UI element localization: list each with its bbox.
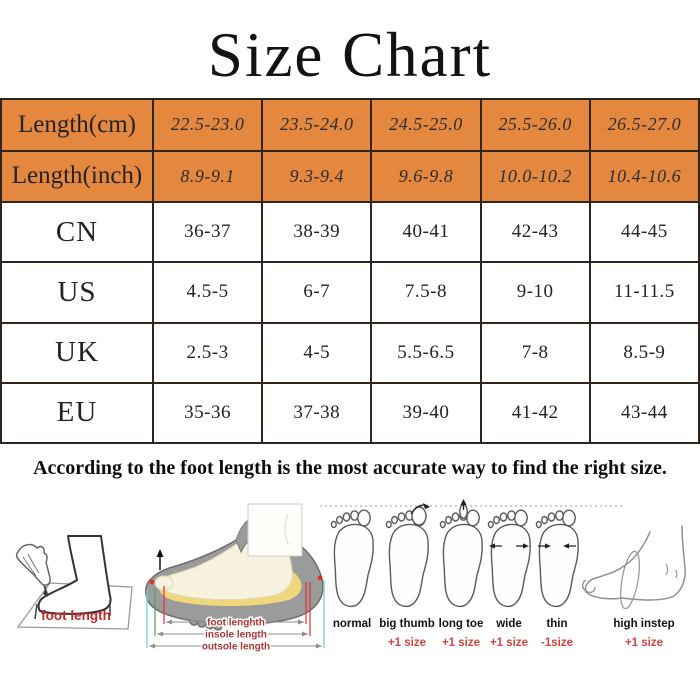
foot-wide-icon [487, 509, 531, 608]
size-cell: 41-42 [479, 381, 591, 445]
size-cell: 10.4-10.6 [588, 149, 700, 204]
size-cell: 9-10 [479, 261, 591, 324]
size-cell: 35-36 [151, 381, 264, 445]
foot-type-label: wide [495, 618, 522, 630]
leg-box [247, 503, 303, 557]
shoe-insole-length-label: insole length [205, 630, 267, 641]
size-cell: 38-39 [261, 201, 373, 264]
foot-type-label: long toe [439, 618, 484, 630]
size-cell: 4.5-5 [151, 261, 264, 324]
foot-long-toe-icon [439, 499, 483, 608]
size-cell: 44-45 [588, 201, 700, 264]
size-cell: 2.5-3 [151, 321, 264, 384]
foot-type-label: thin [546, 618, 567, 630]
size-cell: 9.3-9.4 [261, 149, 373, 204]
foot-thin-icon [535, 509, 579, 608]
size-cell: 7.5-8 [370, 261, 482, 324]
row-label: UK [0, 321, 154, 384]
row-label: Length(cm) [0, 98, 154, 152]
cyan-guides [146, 580, 325, 648]
table-row-length-cm: Length(cm) 22.5-23.0 23.5-24.0 24.5-25.0… [0, 98, 700, 152]
size-cell: 8.9-9.1 [151, 149, 264, 204]
instep-tape-loop [619, 550, 641, 610]
foot-outline [37, 535, 112, 615]
size-cell: 4-5 [261, 321, 373, 384]
size-cell: 25.5-26.0 [479, 98, 591, 152]
foot-big-thumb-icon [385, 503, 430, 608]
leg-shading [284, 513, 289, 545]
size-cell: 43-44 [588, 381, 700, 445]
high-instep-illustration: high instep +1 size [581, 525, 686, 649]
shoe-outsole-length-label: outsole length [202, 642, 270, 653]
row-label: Length(inch) [0, 149, 154, 204]
size-adjust-label: +1 size [625, 637, 663, 649]
size-adjust-label: +1 size [490, 637, 528, 649]
foot-type-label: high instep [613, 618, 674, 630]
heel-marker-dot [317, 575, 323, 581]
size-cell: 23.5-24.0 [261, 98, 373, 152]
table-row-uk: UK 2.5-3 4-5 5.5-6.5 7-8 8.5-9 [0, 321, 700, 384]
size-cell: 42-43 [479, 201, 591, 264]
size-cell: 7-8 [479, 321, 591, 384]
size-cell: 9.6-9.8 [370, 149, 482, 204]
size-cell: 10.0-10.2 [479, 149, 591, 204]
toe-tick [34, 603, 38, 620]
size-cell: 22.5-23.0 [151, 98, 264, 152]
row-label: CN [0, 201, 154, 264]
size-cell: 26.5-27.0 [588, 98, 700, 152]
page-title: Size Chart [207, 20, 493, 90]
size-cell: 8.5-9 [588, 321, 700, 384]
table-row-us: US 4.5-5 6-7 7.5-8 9-10 11-11.5 [0, 261, 700, 324]
foot-type-label: normal [333, 618, 371, 630]
size-cell: 40-41 [370, 201, 482, 264]
table-row-length-inch: Length(inch) 8.9-9.1 9.3-9.4 9.6-9.8 10.… [0, 149, 700, 204]
note-text: According to the foot length is the most… [33, 457, 667, 479]
pencil-tip [43, 590, 48, 597]
big-toe-outline [581, 579, 596, 594]
up-arrow-head [156, 549, 164, 557]
toe-marker-dot [149, 579, 155, 585]
ankle-marks [665, 563, 678, 579]
size-cell: 39-40 [370, 381, 482, 445]
size-adjust-label: -1size [541, 637, 573, 649]
size-cell: 36-37 [151, 201, 264, 264]
foot-length-label: foot length [41, 608, 111, 623]
size-adjust-label: +1 size [442, 637, 480, 649]
red-guides [163, 582, 311, 636]
size-cell: 5.5-6.5 [370, 321, 482, 384]
size-cell: 6-7 [261, 261, 373, 324]
foot-measuring-illustration: foot length [15, 535, 133, 630]
side-foot-outline [584, 525, 686, 601]
row-label: EU [0, 381, 154, 445]
size-adjust-label: +1 size [388, 637, 426, 649]
foot-types-illustration: normal big thumb long toe wide thin +1 s… [320, 499, 624, 649]
shoe-length-diagram: foot lenghth insole length outsole lengt… [145, 503, 325, 654]
table-row-eu: EU 35-36 37-38 39-40 41-42 43-44 [0, 381, 700, 445]
foot-normal-icon [330, 509, 374, 608]
size-cell: 24.5-25.0 [370, 98, 482, 152]
finger-lines [22, 553, 40, 577]
size-cell: 37-38 [261, 381, 373, 445]
shoe-foot-length-label: foot lenghth [207, 618, 265, 629]
size-chart-table: Length(cm) 22.5-23.0 23.5-24.0 24.5-25.0… [0, 98, 700, 445]
foot-type-label: big thumb [379, 618, 435, 630]
table-row-cn: CN 36-37 38-39 40-41 42-43 44-45 [0, 201, 700, 264]
size-cell: 11-11.5 [588, 261, 700, 324]
row-label: US [0, 261, 154, 324]
